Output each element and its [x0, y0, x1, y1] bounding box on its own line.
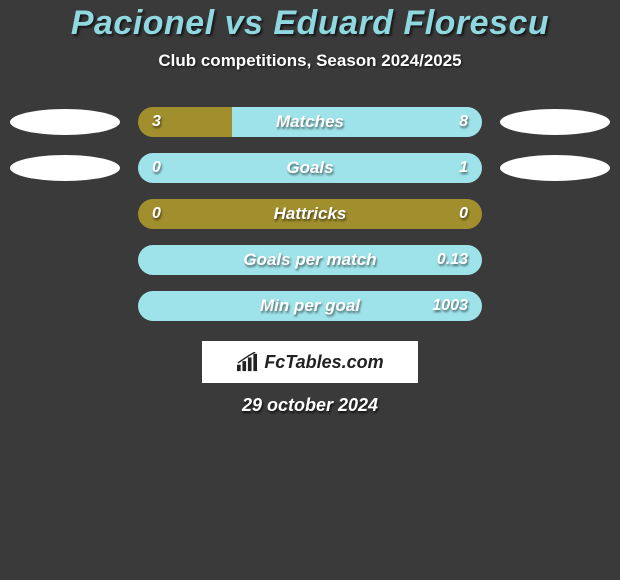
logo-text: FcTables.com	[264, 352, 383, 373]
stat-row: Min per goal1003	[0, 291, 620, 321]
comparison-infographic: Pacionel vs Eduard Florescu Club competi…	[0, 0, 620, 580]
logo-box: FcTables.com	[202, 341, 418, 383]
date-label: 29 october 2024	[0, 395, 620, 416]
stat-row: Hattricks00	[0, 199, 620, 229]
stat-rows: Matches38 Goals01 Hattricks00 Goals per mat…	[0, 107, 620, 321]
stat-row: Goals01	[0, 153, 620, 183]
bar-segment-player2	[138, 291, 482, 321]
bar-segment-player2	[138, 153, 482, 183]
page-title: Pacionel vs Eduard Florescu	[0, 4, 620, 43]
player2-logo-ellipse	[500, 155, 610, 181]
player1-logo-ellipse	[10, 109, 120, 135]
stat-bar: Matches38	[138, 107, 482, 137]
bar-segment-player1	[138, 199, 482, 229]
bar-chart-icon	[236, 352, 258, 372]
bar-segment-player2	[232, 107, 482, 137]
stat-row: Goals per match0.13	[0, 245, 620, 275]
stat-row: Matches38	[0, 107, 620, 137]
player2-logo-ellipse	[500, 109, 610, 135]
stat-bar: Goals per match0.13	[138, 245, 482, 275]
bar-segment-player2	[138, 245, 482, 275]
stat-bar: Goals01	[138, 153, 482, 183]
player1-logo-ellipse	[10, 155, 120, 181]
subtitle: Club competitions, Season 2024/2025	[0, 51, 620, 71]
stat-bar: Hattricks00	[138, 199, 482, 229]
stat-bar: Min per goal1003	[138, 291, 482, 321]
bar-segment-player1	[138, 107, 232, 137]
